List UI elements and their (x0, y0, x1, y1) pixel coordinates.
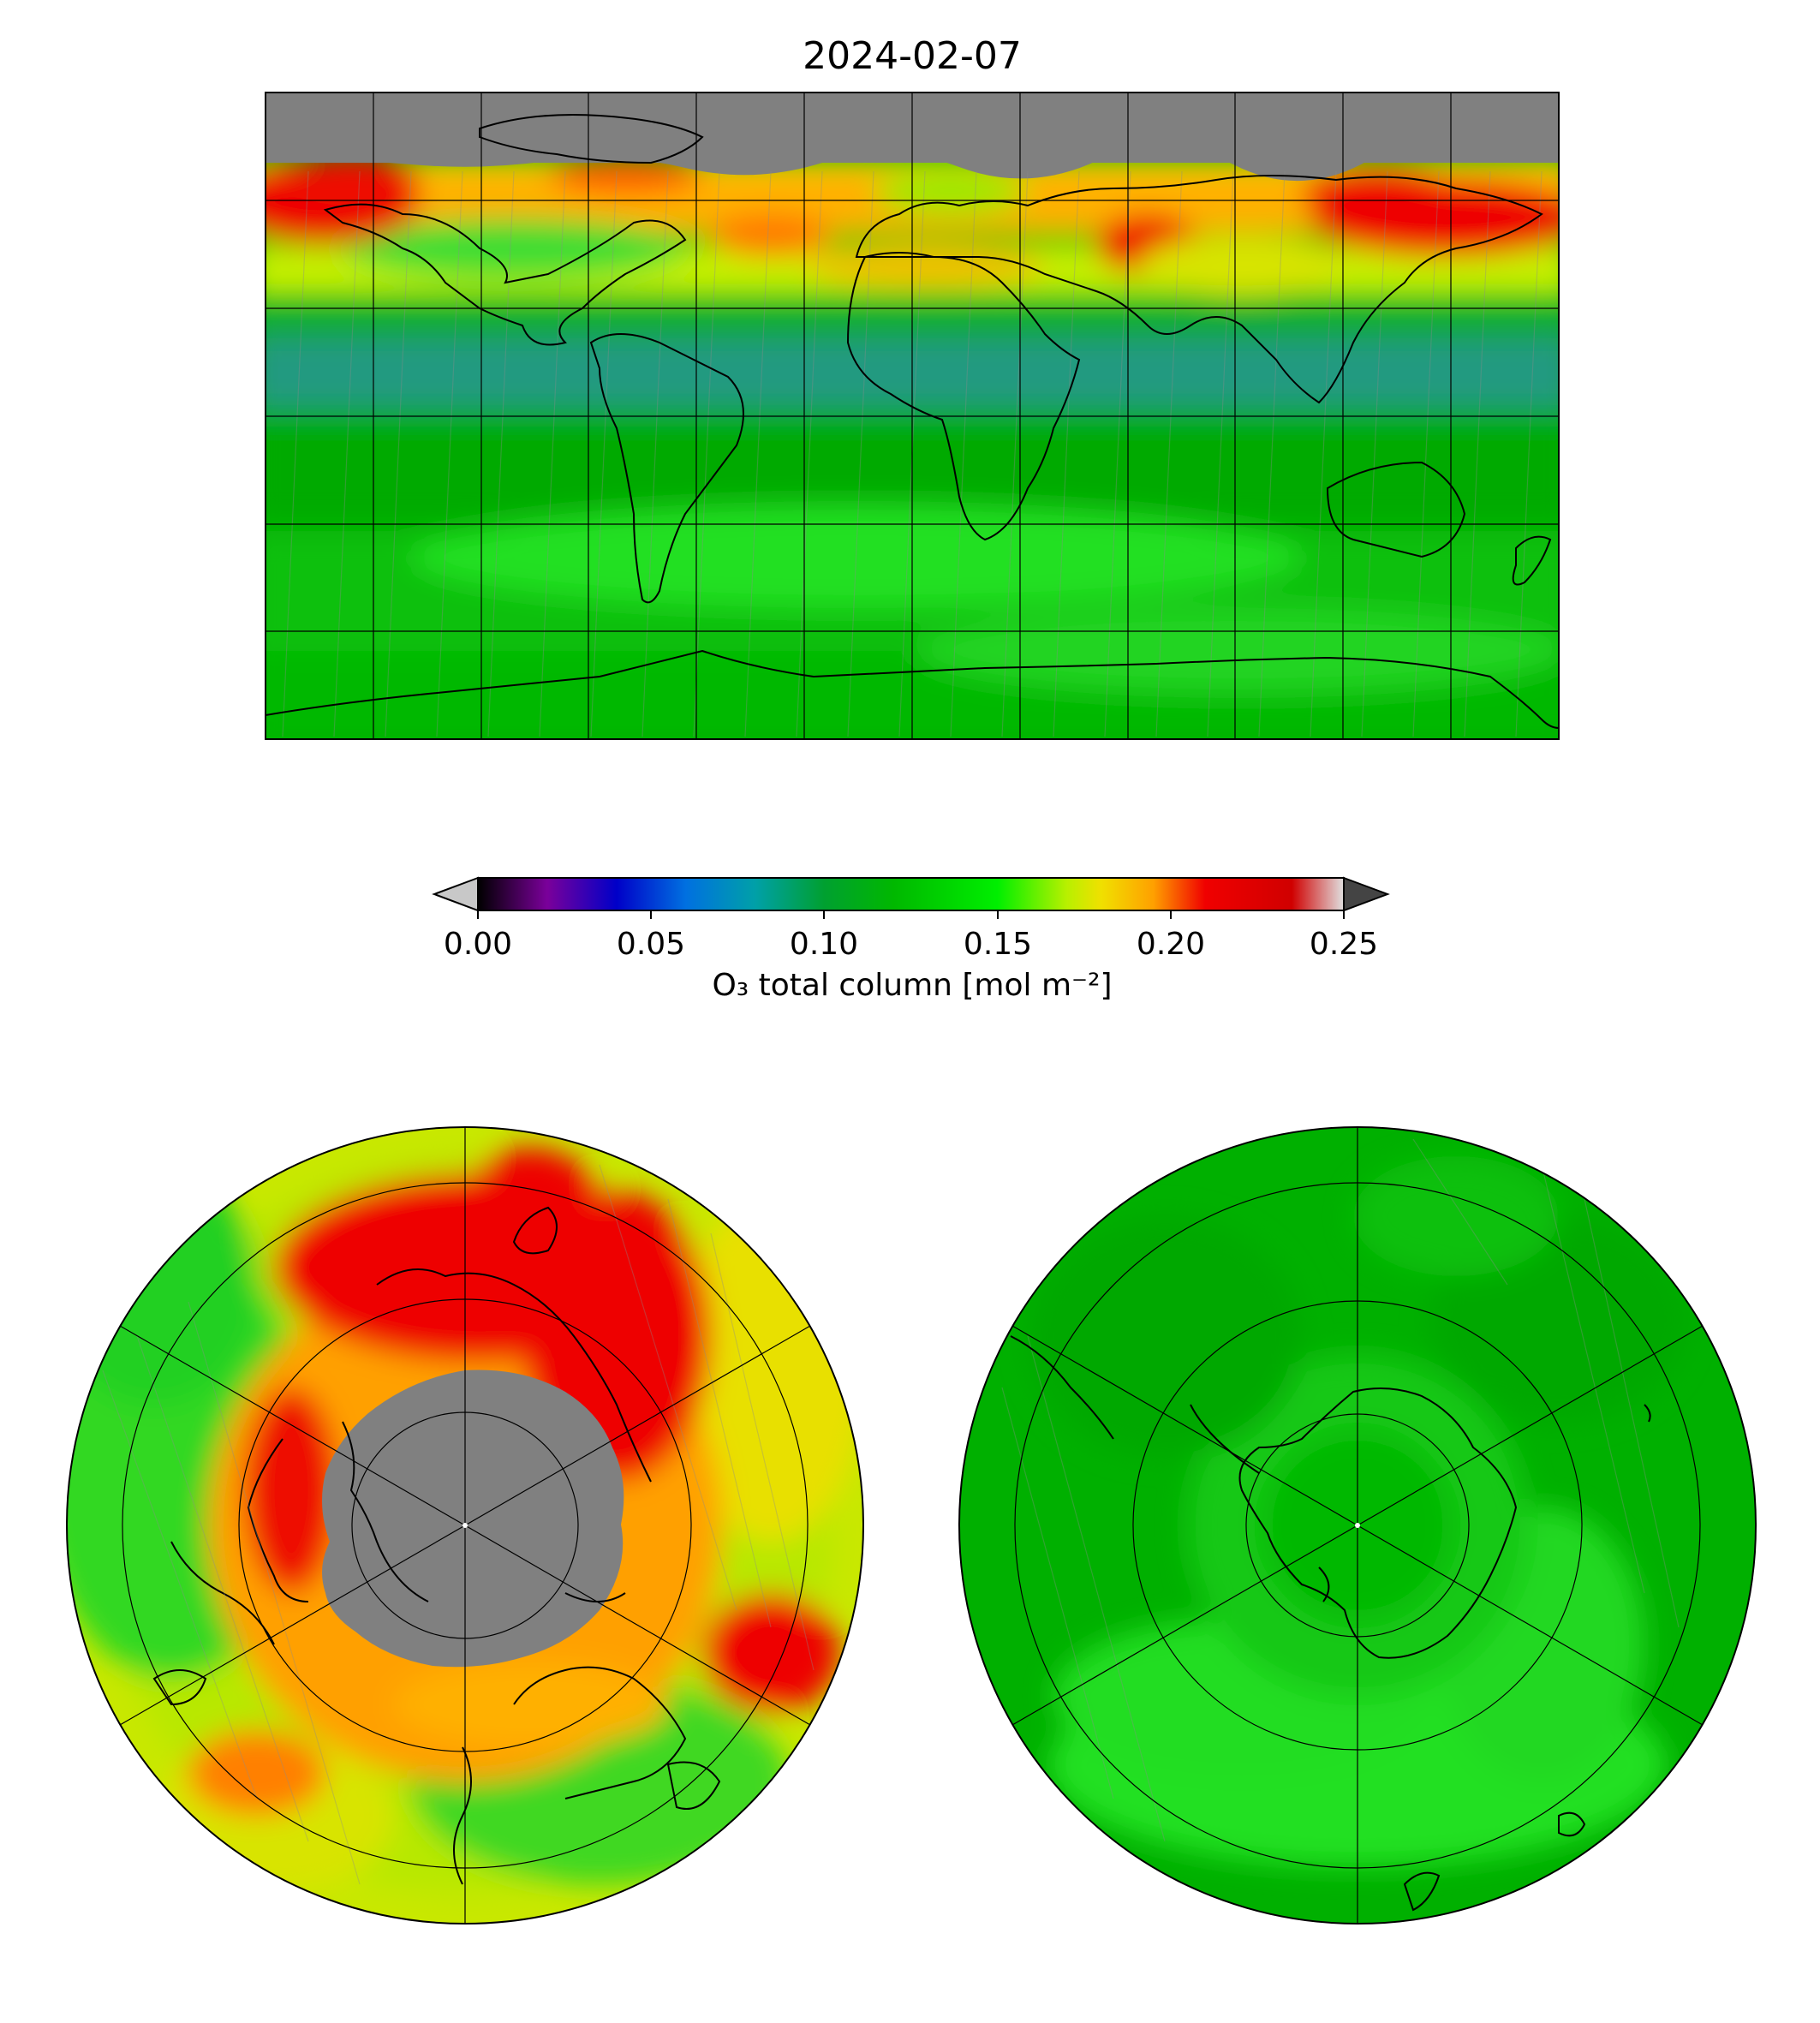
colorbar-over-arrow (1343, 876, 1390, 912)
global-missing-edge (266, 140, 1559, 182)
colorbar-tick-label: 0.10 (790, 927, 858, 962)
north-field (67, 1127, 863, 1924)
south-pole-marker (1355, 1523, 1360, 1528)
colorbar-tick-label: 0.00 (444, 927, 512, 962)
south-polar-map (958, 1126, 1757, 1925)
north-pole-marker (462, 1523, 468, 1528)
coast-new-zealand (1512, 535, 1552, 586)
north-orbit-streaks (102, 1164, 815, 1885)
global-map-frame (265, 92, 1560, 740)
colorbar-tick-marks (477, 910, 1345, 919)
south-coastlines (1010, 1335, 1651, 1912)
coast-eurasia (855, 175, 1543, 404)
coast-greenland (479, 114, 704, 164)
coast-north-america (323, 203, 687, 346)
north-polar-map (66, 1126, 864, 1925)
global-coastlines (266, 114, 1559, 729)
colorbar-label: O₃ total column [mol m⁻²] (712, 968, 1112, 1003)
south-field (959, 1127, 1756, 1924)
colorbar-frame (477, 877, 1345, 911)
colorbar-gradient (478, 878, 1344, 910)
coast-antarctica-south (1238, 1387, 1518, 1659)
coast-south-america (589, 333, 744, 604)
colorbar-under-arrow (432, 876, 479, 912)
coast-australia (1326, 461, 1466, 558)
global-field (266, 92, 1559, 739)
global-map (265, 92, 1560, 740)
colorbar-tick-label: 0.20 (1137, 927, 1205, 962)
global-orbit-streaks (282, 170, 1543, 737)
colorbar-tick-label: 0.15 (964, 927, 1032, 962)
colorbar: 0.00 0.05 0.10 0.15 0.20 0.25 O₃ total c… (432, 876, 1390, 1003)
figure-title: 2024-02-07 (803, 34, 1022, 78)
north-missing-data (322, 1370, 624, 1668)
global-gridlines (266, 92, 1559, 739)
south-orbit-streaks (1001, 1138, 1680, 1842)
coast-africa (846, 252, 1081, 541)
north-coastlines (152, 1206, 721, 1885)
south-map-frame (958, 1126, 1757, 1925)
north-map-frame (66, 1126, 864, 1925)
colorbar-tick-label: 0.05 (617, 927, 685, 962)
global-field-bands (266, 154, 1559, 739)
coast-antarctica (266, 649, 1559, 729)
colorbar-tick-label: 0.25 (1310, 927, 1378, 962)
